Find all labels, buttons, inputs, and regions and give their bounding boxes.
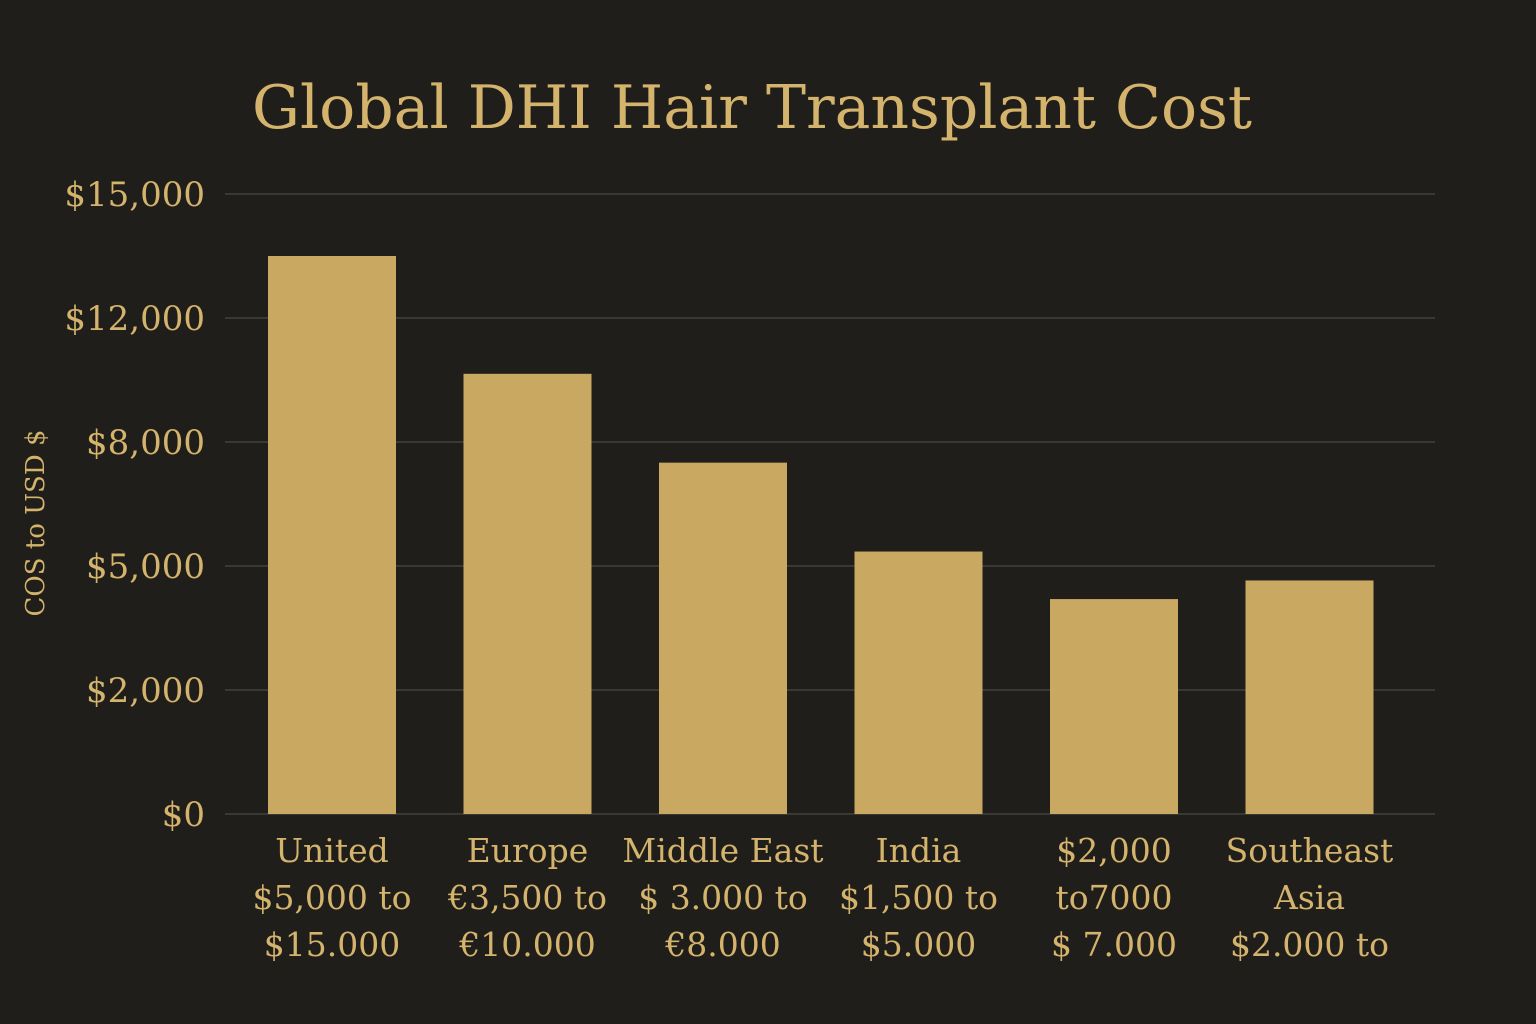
y-tick-label: $2,000 [86,671,205,711]
x-tick-label-line: €8.000 [664,925,780,964]
x-tick-label-line: $1,500 to [839,878,998,917]
x-tick-label-line: Middle East [622,831,823,870]
y-tick-label: $0 [162,795,205,835]
x-tick-label-line: Asia [1273,878,1345,917]
x-tick-label: Europe €3,500 to €10.000 [447,831,607,964]
y-tick-label: $12,000 [64,299,205,339]
chart-title: Global DHI Hair Transplant Cost [252,73,1252,143]
y-tick-label: $5,000 [86,547,205,587]
x-tick-label: Southeast Asia $2.000 to [1226,831,1394,964]
x-tick-label-line: India [876,831,962,870]
bar [854,551,983,814]
x-tick-label-line: Europe [467,831,589,870]
y-tick-label: $15,000 [64,175,205,215]
x-tick-label-line: United [275,831,389,870]
bar [659,462,787,814]
x-tick-label-line: €10.000 [458,925,595,964]
x-tick-label-line: $5.000 [861,925,976,964]
x-tick-label-line: €3,500 to [447,878,607,917]
x-tick-label-line: $15.000 [264,925,400,964]
bar [1050,599,1178,814]
x-tick-label-line: $2.000 to [1230,925,1389,964]
bar [1245,580,1374,814]
x-tick-label: India $1,500 to $5.000 [839,831,998,964]
bar [463,373,592,814]
bar [268,256,396,814]
x-tick-label-line: to7000 [1055,878,1172,917]
x-tick-label: $2,000 to7000 $ 7.000 [1051,831,1177,964]
x-tick-label: United $5,000 to $15.000 [252,831,411,964]
x-tick-label: Middle East $ 3.000 to €8.000 [622,831,823,964]
x-tick-label-line: Southeast [1226,831,1394,870]
x-tick-label-line: $ 7.000 [1051,925,1177,964]
y-axis-label: COS to USD $ [21,429,51,616]
y-tick-label: $8,000 [86,423,205,463]
x-tick-label-line: $5,000 to [252,878,411,917]
x-tick-label-line: $2,000 [1056,831,1171,870]
x-tick-label-line: $ 3.000 to [638,878,808,917]
